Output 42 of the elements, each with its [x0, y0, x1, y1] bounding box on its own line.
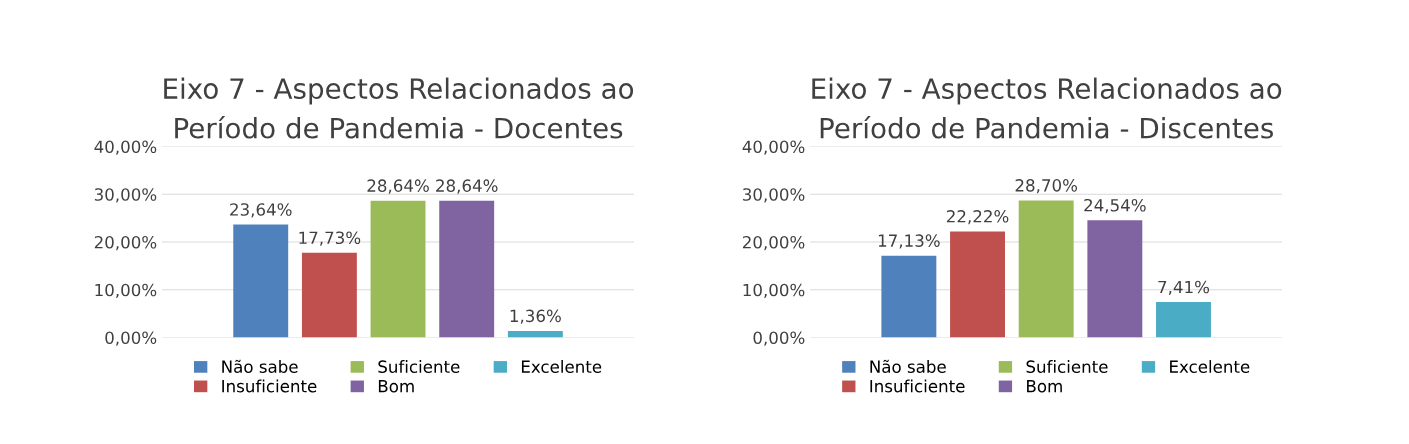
y-tick-label: 40,00% [742, 140, 805, 155]
data-label: 22,22% [946, 209, 1009, 225]
chart-title: Eixo 7 - Aspectos Relacionados ao Período de Pandemia - Discentes [812, 77, 1282, 139]
bar [507, 330, 563, 338]
bar [1087, 220, 1143, 338]
data-label: 1,36% [510, 309, 561, 324]
data-label: 17,13% [878, 234, 940, 249]
y-tick-label: 0,00% [753, 331, 805, 346]
legend-label: Suficiente [1026, 360, 1108, 373]
bar [301, 252, 357, 338]
data-label: 23,64% [230, 203, 292, 218]
bar [370, 200, 426, 338]
y-tick-label: 10,00% [95, 283, 157, 298]
chart-title: Eixo 7 - Aspectos Relacionados ao Período de Pandemia - Docentes [164, 77, 634, 139]
bar [439, 200, 495, 338]
data-label: 28,70% [1015, 179, 1078, 194]
y-tick-label: 20,00% [94, 235, 157, 251]
bar [1018, 200, 1074, 338]
bar [233, 224, 289, 338]
data-label: 24,54% [1084, 198, 1146, 214]
legend-label: Não sabe [222, 359, 298, 373]
data-label: 28,64% [436, 179, 498, 194]
legend-label: Suficiente [378, 360, 460, 373]
y-tick-label: 0,00% [105, 331, 157, 346]
y-tick-label: 10,00% [743, 283, 805, 298]
legend-label: Não sabe [870, 359, 946, 373]
legend-label: Bom [1027, 380, 1062, 393]
legend-label: Bom [378, 380, 414, 393]
y-tick-label: 30,00% [743, 188, 805, 203]
bar [881, 255, 937, 338]
data-label: 17,73% [299, 231, 361, 246]
legend-label: Insuficiente [870, 379, 965, 393]
bar [950, 231, 1005, 338]
data-label: 28,64% [367, 179, 429, 194]
legend-label: Excelente [1170, 360, 1250, 373]
legend-label: Insuficiente [222, 379, 317, 393]
y-tick-label: 40,00% [94, 140, 157, 155]
y-tick-label: 20,00% [742, 235, 805, 251]
legend-label: Excelente [521, 360, 602, 373]
data-label: 7,41% [1158, 280, 1210, 295]
bar [1156, 302, 1211, 338]
y-tick-label: 30,00% [94, 188, 157, 203]
